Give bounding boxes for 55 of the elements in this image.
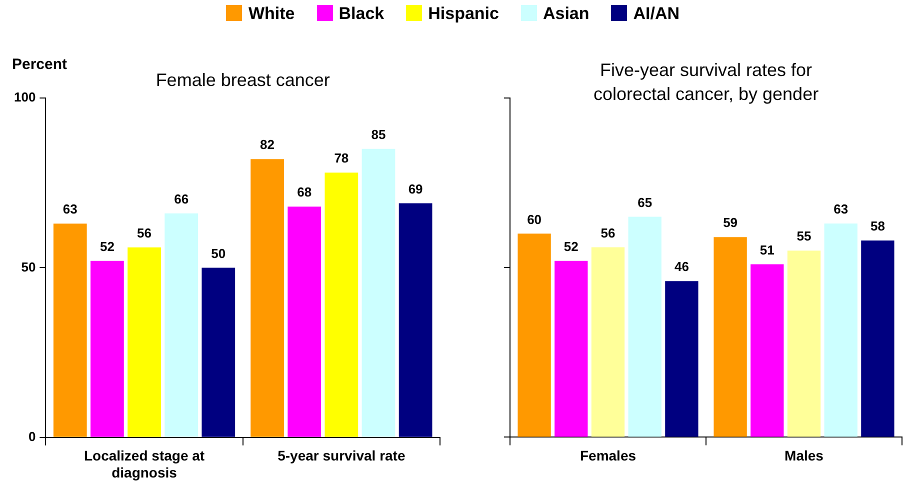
chart-title: Five-year survival rates for colorectal cancer, by gender	[593, 60, 819, 104]
y-tick-label: 0	[28, 428, 36, 444]
bar	[714, 237, 747, 437]
legend-label: AI/AN	[632, 4, 680, 24]
data-label: 46	[674, 259, 689, 274]
bar	[554, 260, 588, 437]
data-label: 82	[260, 137, 275, 152]
data-label: 52	[564, 238, 578, 254]
x-tick-label: Males	[784, 447, 824, 464]
data-label: 63	[834, 202, 848, 217]
data-label: 56	[137, 225, 152, 240]
bar	[861, 240, 894, 437]
bar	[90, 260, 124, 437]
x-tick-label: 5-year survival rate	[278, 448, 406, 464]
bar	[53, 224, 87, 437]
data-label: 68	[297, 184, 312, 200]
legend-label: Asian	[542, 4, 590, 24]
bar	[202, 268, 236, 437]
data-label: 66	[174, 191, 189, 206]
bar	[591, 247, 625, 437]
data-label: 60	[527, 212, 542, 227]
legend-label: Black	[338, 4, 384, 24]
data-label: 78	[334, 150, 349, 166]
data-label: 56	[600, 225, 616, 240]
legend-label: White	[247, 4, 295, 24]
x-tick-label: Females	[580, 447, 636, 464]
legend-label: Hispanic	[427, 4, 499, 24]
bar	[665, 281, 698, 437]
bar	[250, 159, 284, 437]
y-axis-title: Percent	[12, 56, 68, 73]
bar	[128, 247, 161, 437]
data-label: 51	[760, 242, 774, 258]
y-tick-label: 100	[14, 90, 36, 105]
bar	[324, 172, 358, 437]
bar	[787, 250, 821, 437]
x-tick-label: Localized stage at diagnosis	[84, 448, 205, 480]
data-label: 59	[723, 215, 738, 230]
chart-title: Female breast cancer	[156, 70, 330, 90]
data-label: 52	[100, 238, 114, 254]
data-label: 69	[408, 181, 423, 196]
bar	[164, 213, 198, 437]
bar	[288, 206, 322, 437]
bar	[824, 224, 858, 437]
data-label: 50	[211, 246, 226, 261]
bar	[398, 203, 432, 437]
data-label: 63	[62, 202, 78, 217]
y-tick-label: 50	[21, 259, 36, 274]
data-label: 58	[870, 218, 885, 234]
data-label: 55	[796, 228, 812, 244]
bar	[518, 234, 551, 437]
data-label: 65	[638, 194, 652, 210]
bar	[750, 264, 784, 437]
data-label: 85	[371, 126, 386, 142]
bar	[362, 148, 396, 437]
bar	[628, 216, 662, 437]
